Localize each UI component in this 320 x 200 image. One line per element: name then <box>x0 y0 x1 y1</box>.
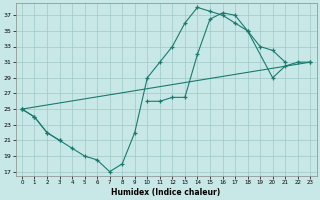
X-axis label: Humidex (Indice chaleur): Humidex (Indice chaleur) <box>111 188 221 197</box>
